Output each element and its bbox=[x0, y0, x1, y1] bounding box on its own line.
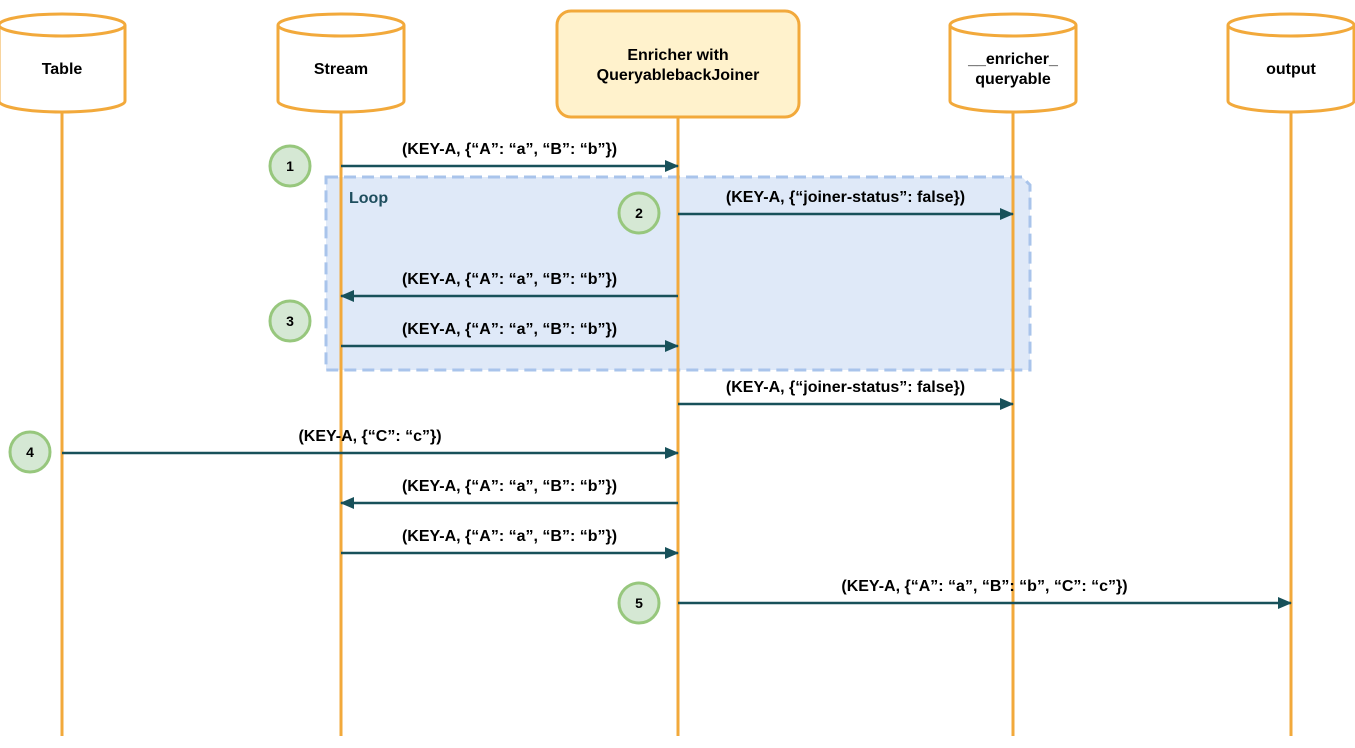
step-circle bbox=[268, 299, 312, 343]
message-label: (KEY-A, {“A”: “a”, “B”: “b”}) bbox=[402, 271, 617, 288]
step-marker: 2 bbox=[617, 191, 661, 235]
step-number: 3 bbox=[286, 313, 294, 329]
message-arrow: (KEY-A, {“C”: “c”}) bbox=[62, 428, 679, 459]
message-label: (KEY-A, {“joiner-status”: false}) bbox=[726, 189, 965, 206]
lifelines bbox=[60, 110, 1293, 736]
participant-output: output bbox=[1226, 12, 1355, 114]
message-arrow: (KEY-A, {“A”: “a”, “B”: “b”}) bbox=[341, 321, 679, 352]
message-label: (KEY-A, {“A”: “a”, “B”: “b”}) bbox=[402, 141, 617, 158]
message-arrow: (KEY-A, {“A”: “a”, “B”: “b”}) bbox=[340, 271, 678, 302]
message-label: (KEY-A, {“A”: “a”, “B”: “b”, “C”: “c”}) bbox=[841, 578, 1127, 595]
message-label: (KEY-A, {“C”: “c”}) bbox=[298, 428, 441, 445]
database-cylinder-icon bbox=[276, 12, 406, 114]
message-label: (KEY-A, {“A”: “a”, “B”: “b”}) bbox=[402, 478, 617, 495]
step-circle bbox=[617, 191, 661, 235]
participant-label: Stream bbox=[314, 61, 368, 78]
step-number: 4 bbox=[26, 444, 34, 460]
step-marker: 1 bbox=[268, 144, 312, 188]
message-label: (KEY-A, {“A”: “a”, “B”: “b”}) bbox=[402, 321, 617, 338]
step-number: 5 bbox=[635, 595, 643, 611]
participant-label: Table bbox=[42, 61, 83, 78]
message-arrow: (KEY-A, {“joiner-status”: false}) bbox=[678, 379, 1014, 410]
step-number: 2 bbox=[635, 205, 643, 221]
step-markers: 1 2 3 4 5 bbox=[8, 144, 661, 625]
message-arrow: (KEY-A, {“A”: “a”, “B”: “b”}) bbox=[341, 528, 679, 559]
step-circle bbox=[8, 430, 52, 474]
messages: (KEY-A, {“A”: “a”, “B”: “b”}) (KEY-A, {“j… bbox=[62, 141, 1292, 609]
participant-label: Enricher with bbox=[627, 47, 728, 64]
step-circle bbox=[617, 581, 661, 625]
participants: Table Stream Enricher with QueryablebackJoi… bbox=[0, 9, 1355, 119]
step-number: 1 bbox=[286, 158, 294, 174]
participant-stream: Stream bbox=[276, 12, 406, 114]
step-circle bbox=[268, 144, 312, 188]
message-arrow: (KEY-A, {“A”: “a”, “B”: “b”}) bbox=[340, 478, 678, 509]
message-label: (KEY-A, {“A”: “a”, “B”: “b”}) bbox=[402, 528, 617, 545]
participant-label: output bbox=[1266, 61, 1316, 78]
participant-queryable: __enricher_ queryable bbox=[948, 12, 1078, 114]
database-cylinder-icon bbox=[948, 12, 1078, 114]
process-box bbox=[555, 9, 801, 119]
message-label: (KEY-A, {“joiner-status”: false}) bbox=[726, 379, 965, 396]
step-marker: 4 bbox=[8, 430, 52, 474]
database-cylinder-icon bbox=[1226, 12, 1355, 114]
database-cylinder-icon bbox=[0, 12, 127, 114]
participant-label: queryable bbox=[975, 71, 1051, 88]
participant-table: Table bbox=[0, 12, 127, 114]
message-arrow: (KEY-A, {“A”: “a”, “B”: “b”, “C”: “c”}) bbox=[678, 578, 1292, 609]
message-arrow: (KEY-A, {“joiner-status”: false}) bbox=[678, 189, 1014, 220]
participant-enricher: Enricher with QueryablebackJoiner bbox=[555, 9, 801, 119]
step-marker: 5 bbox=[617, 581, 661, 625]
message-arrow: (KEY-A, {“A”: “a”, “B”: “b”}) bbox=[341, 141, 679, 172]
participant-label: __enricher_ bbox=[967, 51, 1059, 68]
loop-label: Loop bbox=[349, 190, 388, 207]
participant-label: QueryablebackJoiner bbox=[597, 67, 760, 84]
step-marker: 3 bbox=[268, 299, 312, 343]
